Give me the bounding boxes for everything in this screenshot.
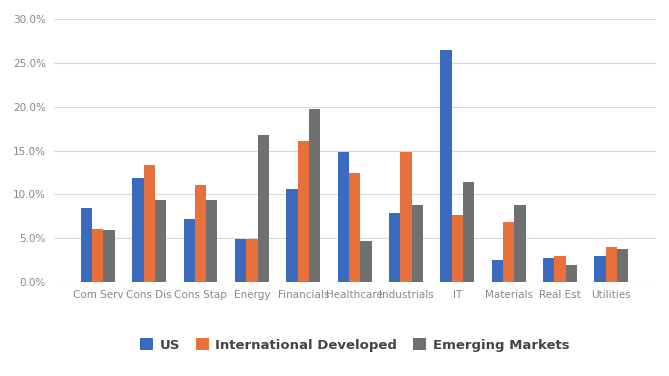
Bar: [298, 141, 309, 282]
Legend: US, International Developed, Emerging Markets: US, International Developed, Emerging Ma…: [136, 334, 573, 355]
Bar: [206, 200, 217, 282]
Bar: [183, 219, 195, 282]
Bar: [246, 239, 258, 282]
Bar: [514, 205, 526, 282]
Bar: [195, 185, 206, 282]
Bar: [132, 178, 144, 282]
Bar: [155, 200, 166, 282]
Bar: [400, 152, 411, 282]
Bar: [440, 50, 452, 282]
Bar: [286, 189, 298, 282]
Bar: [463, 182, 474, 282]
Bar: [492, 260, 503, 282]
Bar: [411, 205, 423, 282]
Bar: [605, 247, 617, 282]
Bar: [543, 258, 555, 282]
Bar: [92, 229, 104, 282]
Bar: [565, 265, 577, 282]
Bar: [594, 256, 605, 282]
Bar: [258, 135, 269, 282]
Bar: [104, 230, 115, 282]
Bar: [617, 249, 628, 282]
Bar: [338, 152, 349, 282]
Bar: [503, 221, 514, 282]
Bar: [452, 215, 463, 282]
Bar: [555, 256, 565, 282]
Bar: [309, 109, 320, 282]
Bar: [144, 165, 155, 282]
Bar: [81, 208, 92, 282]
Bar: [389, 213, 400, 282]
Bar: [360, 241, 371, 282]
Bar: [349, 173, 360, 282]
Bar: [235, 239, 246, 282]
